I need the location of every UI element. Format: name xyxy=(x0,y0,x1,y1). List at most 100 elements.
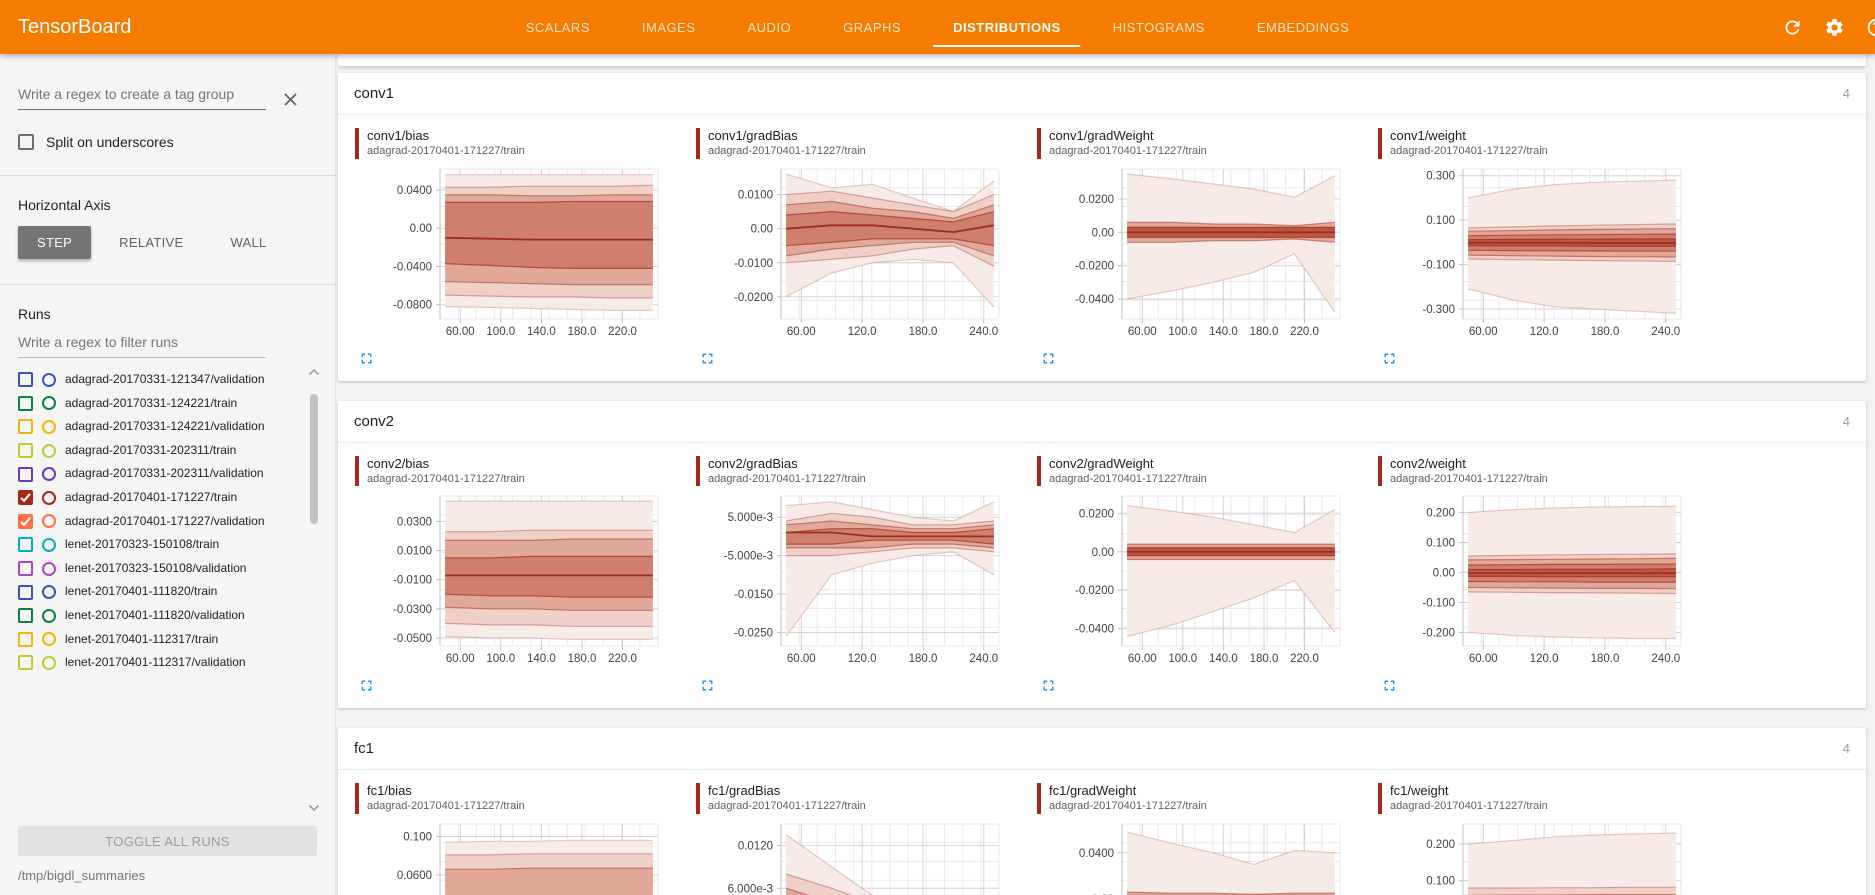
run-label: adagrad-20170401-171227/train xyxy=(65,489,238,504)
runs-scrollbar[interactable] xyxy=(307,362,321,816)
svg-text:0.00: 0.00 xyxy=(751,223,773,235)
svg-text:0.0200: 0.0200 xyxy=(1079,508,1114,520)
svg-text:120.0: 120.0 xyxy=(1530,653,1559,665)
run-item[interactable]: adagrad-20170401-171227/train xyxy=(18,486,301,510)
runs-filter-input[interactable] xyxy=(18,328,266,358)
run-radio[interactable] xyxy=(42,467,56,482)
run-checkbox[interactable] xyxy=(18,513,33,529)
run-checkbox[interactable] xyxy=(18,608,33,624)
tag-filter-input[interactable] xyxy=(18,80,266,110)
run-checkbox[interactable] xyxy=(18,419,33,435)
run-item[interactable]: adagrad-20170331-202311/train xyxy=(18,439,301,463)
run-radio[interactable] xyxy=(42,443,56,458)
run-radio[interactable] xyxy=(42,372,56,387)
toggle-all-runs-button[interactable]: TOGGLE ALL RUNS xyxy=(18,826,317,856)
run-checkbox[interactable] xyxy=(18,584,33,600)
chevron-down-icon[interactable] xyxy=(308,804,320,812)
svg-text:-0.100: -0.100 xyxy=(1422,598,1455,610)
svg-text:0.0400: 0.0400 xyxy=(1079,847,1114,859)
chart-header: conv1/gradBias adagrad-20170401-171227/t… xyxy=(685,128,1026,159)
run-item[interactable]: adagrad-20170331-202311/validation xyxy=(18,462,301,486)
run-checkbox[interactable] xyxy=(18,466,33,482)
tab-graphs[interactable]: GRAPHS xyxy=(843,19,902,35)
run-item[interactable]: lenet-20170401-112317/train xyxy=(18,628,301,652)
expand-icon[interactable] xyxy=(1381,350,1398,367)
chart-titles: conv2/weight adagrad-20170401-171227/tra… xyxy=(1390,456,1548,487)
scrollbar-thumb[interactable] xyxy=(310,394,318,524)
run-radio[interactable] xyxy=(42,537,56,552)
run-radio[interactable] xyxy=(42,419,56,434)
tab-images[interactable]: IMAGES xyxy=(641,19,696,35)
run-item[interactable]: adagrad-20170331-124221/train xyxy=(18,392,301,416)
tab-distributions[interactable]: DISTRIBUTIONS xyxy=(927,0,1087,54)
chart-title: conv1/weight xyxy=(1390,128,1466,143)
tab-scalars[interactable]: SCALARS xyxy=(525,19,590,35)
run-item[interactable]: lenet-20170401-112317/validation xyxy=(18,651,301,675)
tab-audio[interactable]: AUDIO xyxy=(747,19,792,35)
run-checkbox[interactable] xyxy=(18,537,33,553)
svg-text:60.00: 60.00 xyxy=(1469,653,1498,665)
svg-text:0.0100: 0.0100 xyxy=(738,189,773,201)
distribution-chart: 0.0100 0.00 -0.0100 -0.0200 60.00 120.0 180.0 2… xyxy=(734,168,1000,338)
run-checkbox[interactable] xyxy=(18,372,33,388)
expand-icon[interactable] xyxy=(358,677,375,694)
run-checkbox[interactable] xyxy=(18,395,33,411)
chart-card: fc1/gradBias adagrad-20170401-171227/tra… xyxy=(685,783,1026,895)
svg-text:120.0: 120.0 xyxy=(1530,326,1559,338)
run-item[interactable]: adagrad-20170401-171227/validation xyxy=(18,510,301,534)
run-item[interactable]: adagrad-20170331-124221/validation xyxy=(18,415,301,439)
tag-section-header[interactable]: conv2 4 xyxy=(338,401,1866,443)
run-radio[interactable] xyxy=(42,585,56,600)
expand-icon[interactable] xyxy=(358,350,375,367)
tag-section-conv1: conv1 4 conv1/bias adagrad-20170401-1712… xyxy=(338,73,1866,381)
tag-section-header[interactable]: fc1 4 xyxy=(338,728,1866,771)
run-radio[interactable] xyxy=(42,608,56,623)
close-icon[interactable] xyxy=(280,89,301,110)
svg-text:-0.0200: -0.0200 xyxy=(1075,260,1114,272)
chevron-up-icon[interactable] xyxy=(308,368,320,376)
axis-button-step[interactable]: STEP xyxy=(18,226,92,259)
run-color-bar xyxy=(1378,455,1382,487)
chart-titles: conv1/gradWeight adagrad-20170401-171227… xyxy=(1049,128,1207,159)
expand-icon[interactable] xyxy=(1040,677,1057,694)
chart-title: fc1/weight xyxy=(1390,783,1449,799)
run-radio[interactable] xyxy=(42,514,56,529)
svg-text:0.00: 0.00 xyxy=(1092,227,1114,239)
axis-button-relative[interactable]: RELATIVE xyxy=(119,235,184,250)
svg-text:-0.0250: -0.0250 xyxy=(734,628,773,640)
tab-histograms[interactable]: HISTOGRAMS xyxy=(1112,19,1205,35)
expand-icon[interactable] xyxy=(1040,350,1057,367)
run-item[interactable]: lenet-20170401-111820/validation xyxy=(18,604,301,628)
run-item[interactable]: lenet-20170323-150108/validation xyxy=(18,557,301,581)
expand-icon[interactable] xyxy=(699,677,716,694)
tab-embeddings[interactable]: EMBEDDINGS xyxy=(1256,19,1350,35)
run-checkbox[interactable] xyxy=(18,490,33,506)
run-checkbox[interactable] xyxy=(18,655,33,671)
run-item[interactable]: adagrad-20170331-121347/validation xyxy=(18,368,301,392)
run-checkbox[interactable] xyxy=(18,443,33,459)
run-checkbox[interactable] xyxy=(18,561,33,577)
svg-text:140.0: 140.0 xyxy=(527,653,556,665)
run-radio[interactable] xyxy=(42,561,56,576)
run-radio[interactable] xyxy=(42,655,56,670)
tag-filter-row xyxy=(18,80,317,110)
run-checkbox[interactable] xyxy=(18,631,33,647)
expand-icon[interactable] xyxy=(1381,677,1398,694)
chart-titles: conv2/bias adagrad-20170401-171227/train xyxy=(367,456,525,487)
help-icon[interactable] xyxy=(1866,17,1875,38)
split-underscores-checkbox[interactable]: Split on underscores xyxy=(18,134,317,150)
distribution-chart: 0.0200 0.00 -0.0200 -0.0400 60.00 100.0 140.0 1… xyxy=(1075,168,1341,338)
refresh-icon[interactable] xyxy=(1782,17,1803,38)
chart-run-name: adagrad-20170401-171227/train xyxy=(1390,800,1548,813)
run-item[interactable]: lenet-20170401-111820/train xyxy=(18,580,301,604)
tag-section-header[interactable]: conv1 4 xyxy=(338,73,1866,115)
run-radio[interactable] xyxy=(42,632,56,647)
svg-text:5.000e-3: 5.000e-3 xyxy=(728,512,773,524)
svg-text:0.00: 0.00 xyxy=(1092,894,1114,895)
settings-icon[interactable] xyxy=(1824,17,1845,38)
axis-button-wall[interactable]: WALL xyxy=(230,235,267,250)
run-radio[interactable] xyxy=(42,490,56,505)
run-item[interactable]: lenet-20170323-150108/train xyxy=(18,533,301,557)
expand-icon[interactable] xyxy=(699,350,716,367)
run-radio[interactable] xyxy=(42,396,56,411)
